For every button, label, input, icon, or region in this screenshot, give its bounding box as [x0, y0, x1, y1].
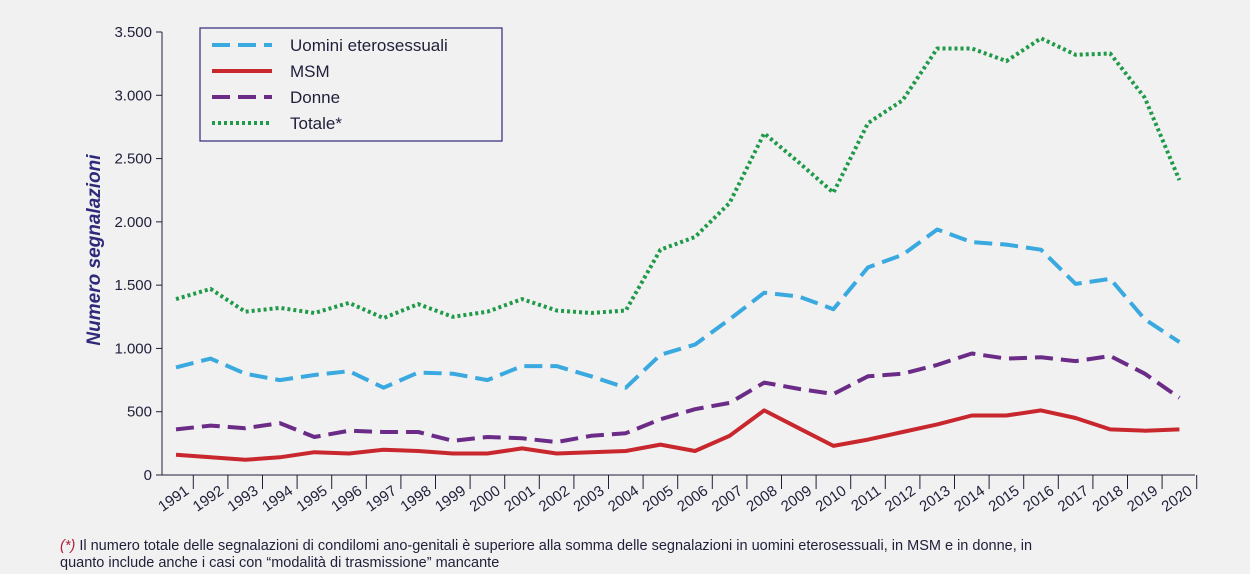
x-tick-label: 1998 — [397, 482, 434, 515]
legend-label: Donne — [290, 88, 340, 107]
x-tick-label: 2010 — [813, 482, 850, 515]
y-tick-label: 1.500 — [114, 277, 152, 294]
x-tick-label: 2012 — [882, 482, 919, 515]
y-tick-label: 2.500 — [114, 151, 152, 168]
y-tick-label: 500 — [127, 404, 152, 421]
x-tick-label: 2007 — [709, 482, 746, 515]
footnote-line: Il numero totale delle segnalazioni di c… — [79, 538, 1033, 554]
footnote: (*) Il numero totale delle segnalazioni … — [60, 538, 1240, 572]
x-tick-label: 2005 — [640, 482, 677, 515]
y-tick-label: 1.000 — [114, 340, 152, 357]
x-tick-label: 2002 — [536, 482, 573, 515]
line-series — [175, 227, 1181, 390]
x-tick-label: 1999 — [432, 482, 469, 515]
x-tick-label: 1991 — [155, 482, 192, 515]
x-tick-label: 2008 — [743, 482, 780, 515]
y-tick-label: 0 — [144, 467, 152, 484]
line-series — [175, 351, 1181, 445]
x-tick-label: 2011 — [848, 482, 884, 514]
x-tick-label: 1995 — [294, 482, 331, 515]
x-tick-label: 2015 — [986, 482, 1023, 515]
x-tick-label: 2019 — [1124, 482, 1161, 515]
x-tick-label: 2000 — [467, 482, 504, 515]
legend-label: Totale* — [290, 114, 342, 133]
x-tick-label: 2004 — [605, 482, 642, 515]
x-tick-label: 1994 — [259, 482, 296, 515]
x-tick-label: 2020 — [1159, 482, 1196, 515]
x-tick-label: 2006 — [674, 482, 711, 515]
y-tick-label: 2.000 — [114, 214, 152, 231]
line-series — [175, 36, 1182, 321]
footnote-marker: (*) — [60, 538, 76, 554]
x-tick-label: 2013 — [916, 482, 953, 515]
x-tick-label: 1997 — [363, 482, 400, 515]
footnote-line: quanto include anche i casi con “modalit… — [60, 555, 500, 571]
x-tick-label: 2016 — [1020, 482, 1057, 515]
y-tick-label: 3.500 — [114, 24, 152, 41]
line-series — [175, 408, 1180, 462]
x-tick-label: 2014 — [951, 482, 988, 515]
x-tick-label: 1996 — [328, 482, 365, 515]
y-axis-label: Numero segnalazioni — [84, 154, 105, 346]
chart: Numero segnalazioni 0 500 1.000 1.500 2.000 2… — [84, 24, 1198, 515]
x-tick-label: 2018 — [1089, 482, 1126, 515]
x-tick-label: 1993 — [224, 482, 261, 515]
x-tick-label: 2001 — [501, 482, 538, 515]
y-tick-label: 3.000 — [114, 87, 152, 104]
x-tick-label: 1992 — [190, 482, 227, 515]
x-tick-label: 2003 — [570, 482, 607, 515]
legend-label: Uomini eterosessuali — [290, 36, 448, 55]
x-tick-label: 2009 — [778, 482, 815, 515]
legend-label: MSM — [290, 62, 330, 81]
x-tick-label: 2017 — [1055, 482, 1092, 515]
